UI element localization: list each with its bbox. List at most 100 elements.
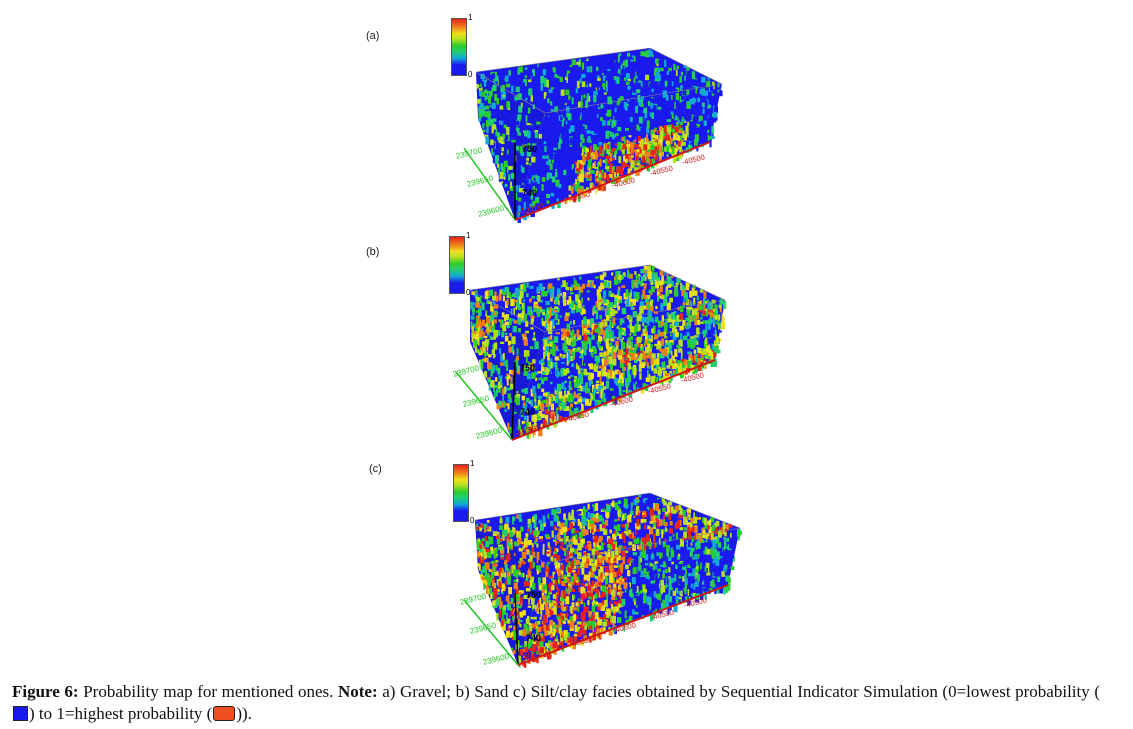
front-face-cell xyxy=(539,155,541,159)
top-face-cell xyxy=(529,83,533,86)
front-face-cell xyxy=(542,614,547,623)
side-face-cell xyxy=(506,579,511,585)
front-face-cell xyxy=(656,353,659,358)
front-face-cell xyxy=(549,582,553,586)
top-face-cell xyxy=(640,305,644,314)
front-face-cell xyxy=(591,353,594,358)
front-face-cell xyxy=(590,126,595,134)
front-face-cell xyxy=(639,570,644,577)
front-face-cell xyxy=(564,144,567,147)
front-face-cell xyxy=(601,346,604,351)
side-face-cell xyxy=(491,137,494,141)
side-face-cell xyxy=(500,341,505,344)
front-face-cell xyxy=(655,574,658,583)
front-face-cell xyxy=(669,348,672,353)
side-face-cell xyxy=(483,341,489,347)
front-face-cell xyxy=(657,594,662,600)
top-face-cell xyxy=(626,73,630,81)
side-face-cell xyxy=(519,188,524,195)
top-face-cell xyxy=(610,303,613,306)
side-face-cell xyxy=(495,389,498,397)
front-face-cell xyxy=(669,324,673,329)
front-face-cell xyxy=(603,143,606,151)
front-face-cell xyxy=(583,363,586,366)
front-face-cell xyxy=(616,101,620,106)
front-face-cell xyxy=(680,590,683,593)
front-face-cell xyxy=(650,102,653,109)
front-face-cell xyxy=(666,549,669,557)
front-face-cell xyxy=(695,567,699,573)
side-face-cell xyxy=(496,330,501,336)
front-face-cell xyxy=(621,149,625,155)
side-face-cell xyxy=(525,330,529,334)
front-face-cell xyxy=(563,369,567,376)
front-face-cell xyxy=(646,362,649,367)
front-face-cell xyxy=(642,589,647,593)
front-face-cell xyxy=(665,373,670,377)
front-face-cell xyxy=(650,554,655,560)
top-face-cell xyxy=(587,544,592,551)
top-face-cell xyxy=(529,309,532,316)
front-face-cell xyxy=(683,583,687,592)
front-face-cell xyxy=(523,415,528,421)
front-face-cell xyxy=(523,655,526,658)
side-face-cell xyxy=(486,323,491,327)
front-face-cell xyxy=(604,351,607,360)
front-face-cell xyxy=(556,563,558,570)
front-face-cell xyxy=(634,601,639,605)
top-face-cell xyxy=(603,72,608,76)
top-face-cell xyxy=(608,61,610,68)
front-face-cell xyxy=(660,138,663,146)
side-face-cell xyxy=(486,91,490,94)
front-face-cell xyxy=(575,184,578,192)
front-face-cell xyxy=(596,628,601,633)
front-face-cell xyxy=(678,579,682,584)
top-face-cell xyxy=(714,84,719,89)
top-face-cell xyxy=(582,304,585,311)
front-face-cell xyxy=(544,145,547,152)
top-face-cell xyxy=(627,52,631,57)
front-face-cell xyxy=(544,409,550,414)
side-face-cell xyxy=(487,78,491,85)
top-face-cell xyxy=(526,549,529,555)
front-face-cell xyxy=(523,420,526,424)
side-face-cell xyxy=(526,123,531,126)
front-face-cell xyxy=(650,613,655,621)
front-face-cell xyxy=(620,338,623,345)
top-face-cell xyxy=(631,304,634,309)
front-face-cell xyxy=(575,407,579,412)
top-face-cell xyxy=(569,292,574,295)
front-face-cell xyxy=(709,139,712,148)
front-face-cell xyxy=(611,615,616,624)
front-face-cell xyxy=(697,305,700,312)
front-face-cell xyxy=(593,325,598,333)
front-face-cell xyxy=(686,311,689,316)
front-face-cell xyxy=(609,388,614,391)
top-face-cell xyxy=(554,548,559,553)
front-face-cell xyxy=(544,566,548,571)
front-face-cell xyxy=(671,574,675,578)
front-face-cell xyxy=(569,606,572,610)
front-face-cell xyxy=(639,153,643,158)
front-face-cell xyxy=(562,164,566,170)
front-face-cell xyxy=(582,108,584,113)
side-face-cell xyxy=(519,611,524,618)
top-face-cell xyxy=(703,517,707,525)
side-face-cell xyxy=(473,294,478,297)
front-face-cell xyxy=(548,591,551,598)
top-face-cell xyxy=(551,87,554,90)
top-face-cell xyxy=(638,277,640,283)
front-face-cell xyxy=(570,125,575,132)
front-face-cell xyxy=(545,595,551,600)
front-face-cell xyxy=(569,620,574,629)
top-face-cell xyxy=(600,306,603,310)
top-face-cell xyxy=(691,525,695,533)
top-face-cell xyxy=(578,101,583,108)
top-face-cell xyxy=(520,541,524,544)
top-face-cell xyxy=(532,516,535,523)
front-face-cell xyxy=(605,396,611,402)
z-tick: 750 xyxy=(522,144,538,154)
side-face-cell xyxy=(520,573,524,578)
top-face-cell xyxy=(714,527,718,535)
top-face-cell xyxy=(568,303,573,309)
